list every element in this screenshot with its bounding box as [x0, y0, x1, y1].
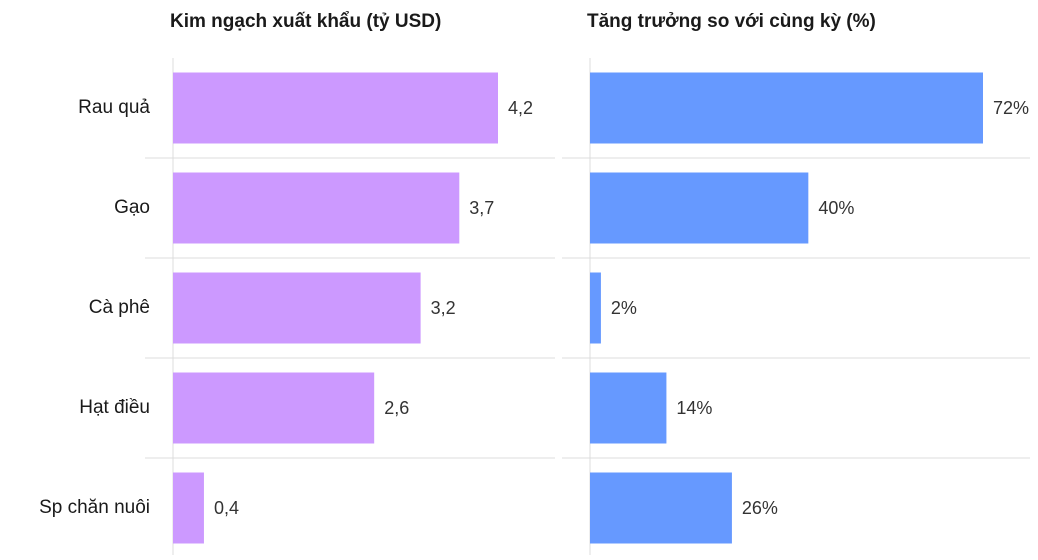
bar [590, 472, 732, 544]
bar [173, 472, 204, 544]
category-label: Gạo [114, 197, 150, 218]
value-label: 3,7 [469, 198, 494, 218]
bar [173, 172, 460, 244]
value-label: 40% [818, 198, 854, 218]
value-label: 2% [611, 298, 637, 318]
bar [590, 272, 601, 344]
panel-title: Kim ngạch xuất khẩu (tỷ USD) [170, 11, 441, 32]
category-label: Sp chăn nuôi [39, 497, 150, 518]
value-label: 26% [742, 498, 778, 518]
value-label: 72% [993, 98, 1029, 118]
bar [590, 172, 809, 244]
category-label: Hạt điều [79, 397, 150, 418]
value-label: 4,2 [508, 98, 533, 118]
bar [173, 72, 498, 144]
bar [590, 72, 983, 144]
bar [173, 272, 421, 344]
value-label: 2,6 [384, 398, 409, 418]
value-label: 0,4 [214, 498, 239, 518]
panel-title: Tăng trưởng so với cùng kỳ (%) [587, 11, 876, 32]
category-label: Rau quả [78, 97, 150, 118]
category-label: Cà phê [89, 297, 150, 318]
value-label: 14% [676, 398, 712, 418]
bar [173, 372, 375, 444]
value-label: 3,2 [431, 298, 456, 318]
bar [590, 372, 667, 444]
